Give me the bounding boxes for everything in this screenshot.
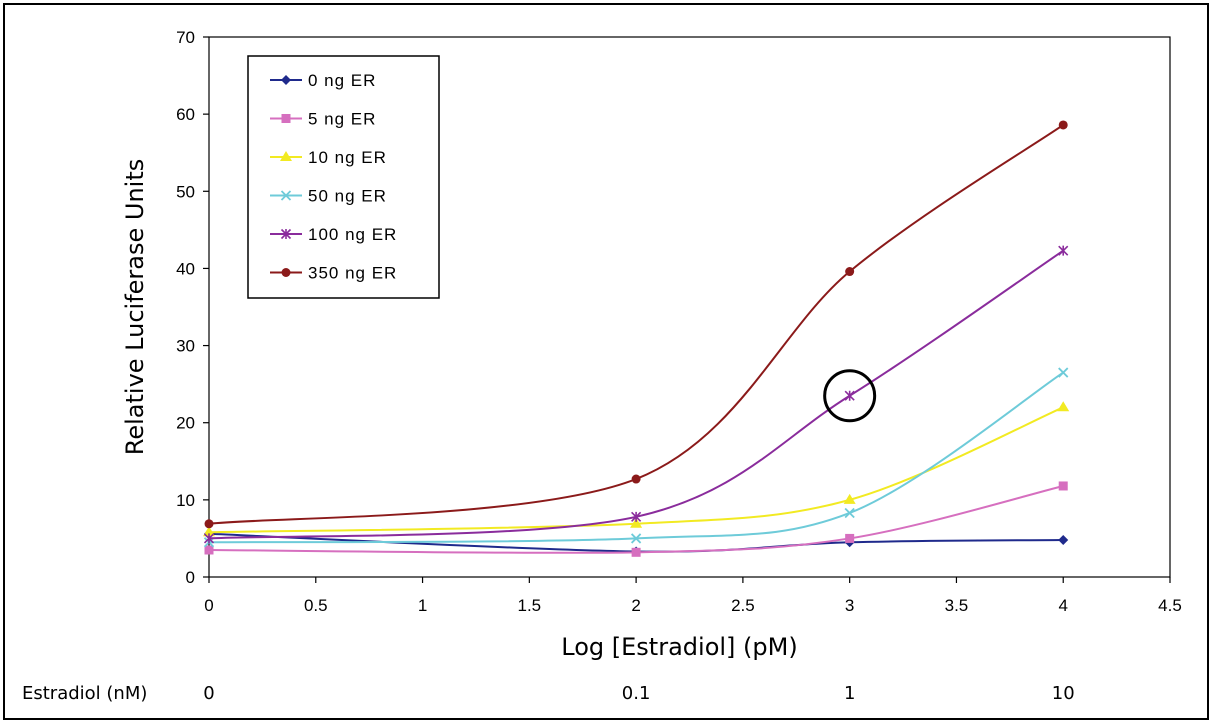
data-point bbox=[1058, 245, 1069, 256]
data-point bbox=[845, 267, 855, 277]
legend-label: 100 ng ER bbox=[308, 225, 397, 244]
data-point bbox=[630, 517, 643, 528]
series-100-ng-er bbox=[203, 245, 1069, 544]
secondary-tick-label: 0 bbox=[203, 683, 214, 704]
series-10-ng-er bbox=[203, 401, 1070, 537]
x-tick-label: 0.5 bbox=[304, 596, 328, 615]
series-350-ng-er bbox=[204, 120, 1068, 529]
secondary-tick-label: 10 bbox=[1052, 683, 1075, 704]
y-tick-label: 50 bbox=[176, 182, 195, 201]
series-layer bbox=[203, 120, 1070, 557]
data-point bbox=[843, 493, 856, 504]
x-tick-label: 3 bbox=[845, 596, 854, 615]
legend-item: 100 ng ER bbox=[270, 225, 397, 244]
data-point bbox=[203, 533, 215, 544]
legend-marker bbox=[280, 228, 292, 240]
y-tick-label: 20 bbox=[176, 414, 195, 433]
data-point bbox=[630, 533, 642, 544]
legend-item: 10 ng ER bbox=[270, 148, 387, 167]
series-line bbox=[208, 406, 1064, 534]
data-point bbox=[1058, 367, 1069, 378]
legend-item: 50 ng ER bbox=[270, 187, 387, 206]
data-point bbox=[1057, 401, 1070, 412]
y-tick-label: 30 bbox=[176, 337, 195, 356]
x-tick-label: 0 bbox=[204, 596, 213, 615]
legend-label: 50 ng ER bbox=[308, 187, 387, 206]
highlight-circle bbox=[823, 369, 877, 423]
data-point bbox=[204, 545, 214, 555]
data-point bbox=[631, 511, 642, 522]
x-axis-title: Log [Estradiol] (pM) bbox=[561, 633, 797, 661]
legend-label: 350 ng ER bbox=[308, 264, 397, 283]
legend-box bbox=[247, 55, 440, 299]
x-tick-label: 4 bbox=[1058, 596, 1067, 615]
y-tick-label: 40 bbox=[176, 259, 195, 278]
data-point bbox=[204, 519, 214, 529]
legend-label: 0 ng ER bbox=[308, 71, 376, 90]
x-tick-label: 2.5 bbox=[731, 596, 755, 615]
legend-marker bbox=[280, 190, 292, 201]
y-tick-label: 0 bbox=[186, 568, 195, 587]
x-tick-label: 2 bbox=[631, 596, 640, 615]
secondary-axis-ticks: 0 0.1 1 10 bbox=[203, 683, 1074, 704]
secondary-tick-label: 1 bbox=[844, 683, 855, 704]
series-line bbox=[208, 484, 1064, 554]
series-line bbox=[208, 124, 1064, 525]
data-point bbox=[845, 533, 855, 543]
data-point bbox=[631, 547, 641, 557]
legend-label: 10 ng ER bbox=[308, 148, 387, 167]
legend-item: 350 ng ER bbox=[270, 264, 397, 283]
legend-marker bbox=[281, 114, 291, 123]
series-line bbox=[208, 249, 1064, 540]
data-point bbox=[631, 474, 641, 484]
legend-item: 5 ng ER bbox=[270, 110, 376, 129]
x-tick-label: 1.5 bbox=[518, 596, 542, 615]
series-line bbox=[208, 371, 1064, 544]
legend-marker bbox=[281, 75, 291, 85]
y-tick-label: 10 bbox=[176, 491, 195, 510]
y-axis-title: Relative Luciferase Units bbox=[121, 159, 149, 455]
data-point bbox=[1058, 481, 1068, 491]
annotation-layer bbox=[823, 369, 877, 423]
legend-marker bbox=[281, 268, 291, 277]
series-5-ng-er bbox=[204, 481, 1068, 557]
data-point bbox=[1058, 120, 1068, 130]
data-point bbox=[844, 390, 855, 401]
y-axis-ticks: 0 10 20 30 40 50 60 70 bbox=[176, 28, 209, 587]
data-point bbox=[203, 526, 215, 537]
x-tick-label: 3.5 bbox=[945, 596, 969, 615]
secondary-axis-label: Estradiol (nM) bbox=[22, 683, 147, 704]
y-tick-label: 70 bbox=[176, 28, 195, 47]
y-tick-label: 60 bbox=[176, 105, 195, 124]
legend-label: 5 ng ER bbox=[308, 110, 376, 129]
series-50-ng-er bbox=[203, 367, 1069, 548]
legend-marker bbox=[280, 151, 292, 161]
data-point bbox=[1058, 534, 1069, 545]
legend: 0 ng ER 5 ng ER 10 ng ER 50 ng ER 100 ng ER 3… bbox=[247, 55, 440, 299]
x-tick-label: 4.5 bbox=[1158, 596, 1182, 615]
x-tick-label: 1 bbox=[418, 596, 427, 615]
x-axis-ticks: 0 0.5 1 1.5 2 2.5 3 3.5 4 4.5 bbox=[204, 577, 1182, 615]
legend-item: 0 ng ER bbox=[270, 71, 376, 90]
data-point bbox=[844, 507, 855, 519]
secondary-tick-label: 0.1 bbox=[622, 683, 651, 704]
